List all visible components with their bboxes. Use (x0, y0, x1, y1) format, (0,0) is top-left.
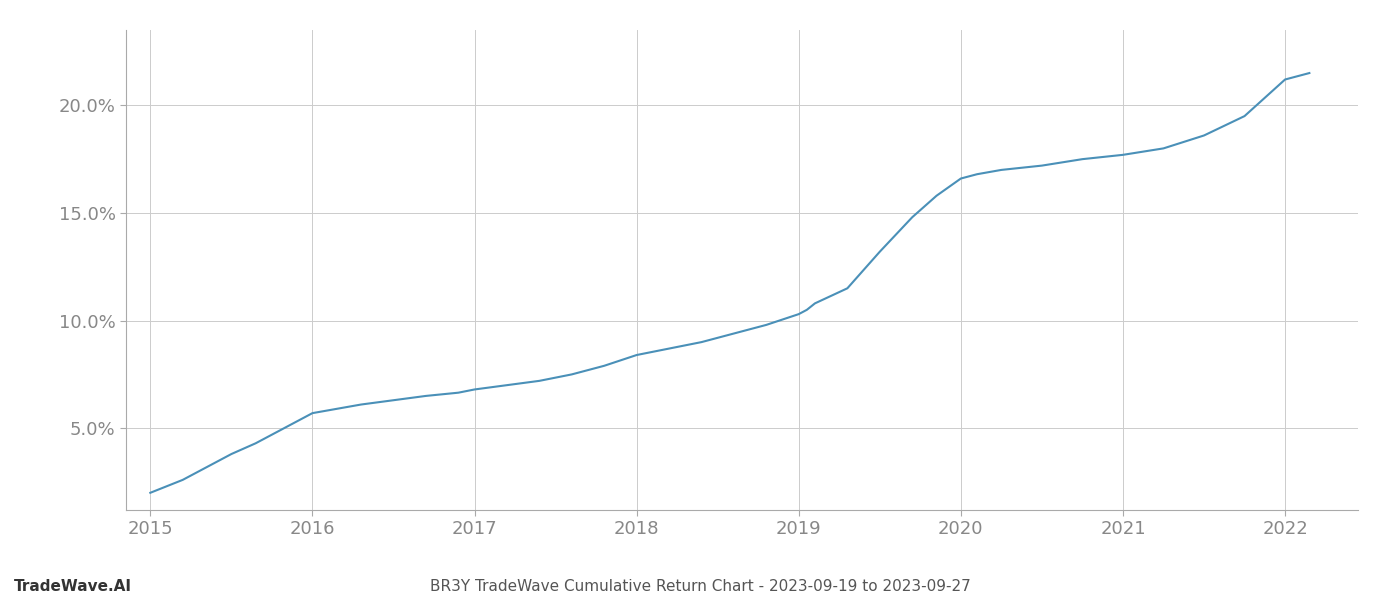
Text: BR3Y TradeWave Cumulative Return Chart - 2023-09-19 to 2023-09-27: BR3Y TradeWave Cumulative Return Chart -… (430, 579, 970, 594)
Text: TradeWave.AI: TradeWave.AI (14, 579, 132, 594)
